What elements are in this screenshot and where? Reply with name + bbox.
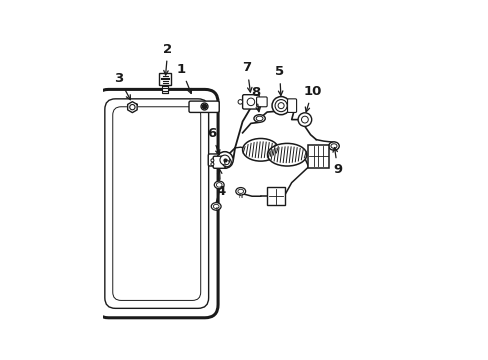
Ellipse shape [253,115,264,122]
Text: 7: 7 [242,62,251,92]
FancyBboxPatch shape [189,101,219,112]
Ellipse shape [235,188,245,195]
Ellipse shape [237,189,243,193]
FancyBboxPatch shape [256,97,266,107]
Ellipse shape [216,183,222,187]
Ellipse shape [213,204,219,208]
FancyBboxPatch shape [242,95,259,109]
Text: 8: 8 [251,86,260,112]
Circle shape [275,100,286,112]
FancyBboxPatch shape [208,154,223,166]
Circle shape [210,163,213,166]
Circle shape [246,98,254,105]
FancyBboxPatch shape [266,187,284,205]
Text: 4: 4 [216,169,225,198]
FancyBboxPatch shape [287,99,296,112]
Text: 3: 3 [114,72,130,100]
FancyBboxPatch shape [213,156,225,168]
Circle shape [298,113,311,126]
Ellipse shape [330,144,336,148]
Circle shape [216,152,233,168]
FancyBboxPatch shape [95,89,218,318]
Circle shape [271,96,289,115]
Ellipse shape [328,142,339,150]
Polygon shape [127,102,137,113]
Circle shape [222,158,231,167]
Text: N: N [238,194,242,199]
Circle shape [129,104,135,110]
Circle shape [278,103,284,109]
Circle shape [301,116,307,123]
Ellipse shape [242,139,278,161]
Circle shape [220,155,229,165]
Ellipse shape [211,203,221,210]
Ellipse shape [267,143,306,166]
Circle shape [210,159,213,162]
Text: 1: 1 [177,63,191,94]
Circle shape [224,160,228,165]
Ellipse shape [214,181,224,189]
Text: 2: 2 [163,42,172,75]
Ellipse shape [256,116,263,121]
Text: N: N [215,207,218,212]
Text: 9: 9 [332,148,342,176]
FancyBboxPatch shape [307,145,328,167]
Circle shape [238,100,242,104]
Text: 10: 10 [303,85,321,112]
Bar [162,73,168,93]
Text: 6: 6 [206,127,220,154]
Text: 5: 5 [274,65,284,95]
